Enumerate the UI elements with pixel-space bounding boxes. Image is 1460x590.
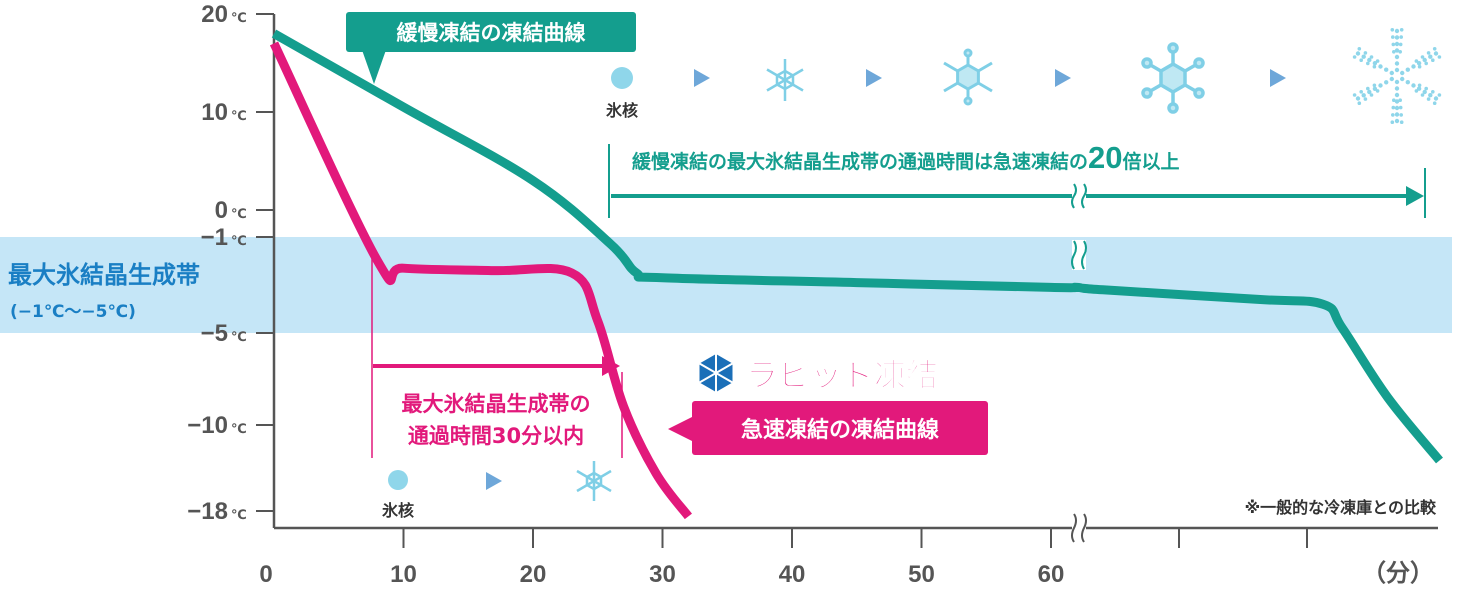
- brand-name: ラピッド凍結: [746, 356, 938, 394]
- arrow-right-icon: [694, 69, 710, 87]
- x-tick-label: 0: [259, 561, 272, 588]
- snowflake-dotted-large-icon: [1352, 28, 1442, 124]
- y-tick-unit: ℃: [231, 109, 247, 124]
- ice-nucleus-icon: [611, 67, 633, 89]
- y-tick-group: 20 ℃10 ℃0 ℃−1 ℃−5 ℃−10 ℃−18 ℃: [187, 1, 274, 525]
- band-range-label: (−1℃〜−5℃): [10, 302, 136, 322]
- slow-passage-text: 緩慢凍結の最大氷結晶生成帯の通過時間は急速凍結の20倍以上: [632, 140, 1180, 175]
- y-tick-unit: ℃: [231, 422, 247, 437]
- snowflake-large-icon: [1141, 42, 1205, 114]
- snowflake-medium-icon: [943, 48, 993, 106]
- y-tick-label: −10: [187, 412, 228, 439]
- slow-passage-arrow: [608, 144, 1426, 270]
- ice-nucleus-label-slow: 氷核: [606, 101, 638, 120]
- x-tick-label: 20: [520, 561, 547, 588]
- fast-curve-label: 急速凍結の凍結曲線: [741, 417, 939, 443]
- slow-crystal-row: [611, 28, 1442, 124]
- y-tick-unit: ℃: [231, 508, 247, 523]
- fast-passage-text-line2: 通過時間30分以内: [408, 424, 584, 448]
- arrow-right-icon: [486, 472, 502, 490]
- arrow-right-icon: [1055, 69, 1071, 87]
- x-tick-group: 0 10 20 30 40 50 60: [259, 528, 1308, 588]
- ice-nucleus-icon: [388, 470, 408, 490]
- x-tick-label: 60: [1038, 561, 1065, 588]
- fast-curve-callout: [668, 401, 988, 455]
- y-tick-unit: ℃: [231, 234, 247, 249]
- y-tick-label: 20: [201, 1, 228, 28]
- y-tick-unit: ℃: [231, 330, 247, 345]
- comparison-note: ※一般的な冷凍庫との比較: [1245, 498, 1437, 517]
- series-layer: [269, 29, 1443, 520]
- y-tick-label: 10: [201, 99, 228, 126]
- arrow-right-icon: [866, 69, 882, 87]
- ice-nucleus-label-fast: 氷核: [382, 501, 414, 520]
- slow-curve-label: 緩慢凍結の凍結曲線: [397, 21, 586, 45]
- x-tick-label: 10: [390, 561, 417, 588]
- band-label: 最大氷結晶生成帯: [8, 261, 200, 289]
- y-tick-label: −5: [201, 320, 228, 347]
- x-tick-label: 40: [779, 561, 806, 588]
- y-tick-unit: ℃: [231, 207, 247, 222]
- fast-passage-arrow: [371, 248, 623, 458]
- fast-crystal-row: [388, 461, 612, 501]
- x-tick-label: 50: [908, 561, 935, 588]
- y-tick-label: −1: [201, 224, 228, 251]
- fast-freezing-curve: [269, 41, 692, 520]
- y-tick-label: −18: [187, 498, 228, 525]
- arrow-right-icon: [1270, 69, 1286, 87]
- brand-hexagon-icon: [699, 354, 733, 392]
- fast-passage-text-line1: 最大氷結晶生成帯の: [402, 392, 591, 416]
- slow-curve-callout: [346, 12, 636, 84]
- x-axis-unit-label: （分）: [1362, 560, 1434, 587]
- max-ice-crystal-band: [0, 237, 1452, 333]
- x-tick-label: 30: [649, 561, 676, 588]
- axis-break-marks: [1071, 512, 1087, 544]
- snowflake-small-icon: [576, 461, 612, 501]
- y-tick-label: 0: [215, 197, 228, 224]
- y-tick-unit: ℃: [231, 11, 247, 26]
- slow-freezing-curve: [271, 29, 1443, 464]
- snowflake-small-icon: [766, 59, 804, 101]
